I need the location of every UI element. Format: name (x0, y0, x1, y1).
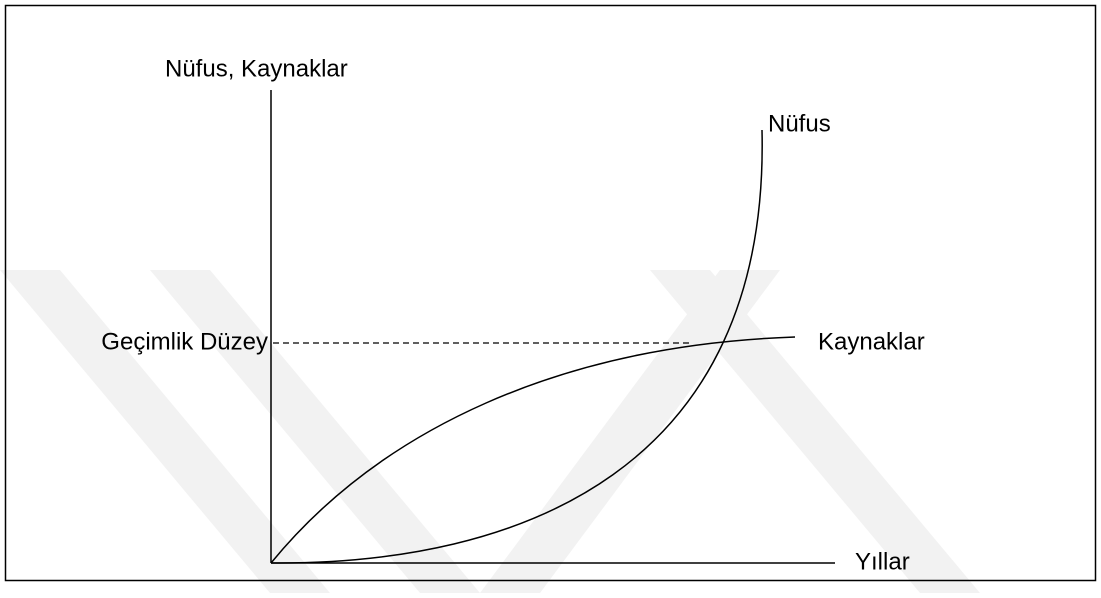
frame (4, 4, 1097, 582)
watermark-shape (650, 270, 980, 593)
population-curve (270, 129, 763, 564)
x-axis-label: Yıllar (855, 548, 910, 575)
level-label: Geçimlik Düzey (101, 328, 268, 355)
watermark-shape (150, 270, 480, 593)
watermark-shape (480, 270, 780, 593)
resources-label: Kaynaklar (818, 328, 925, 355)
watermark (0, 270, 980, 593)
y-axis-label: Nüfus, Kaynaklar (165, 55, 348, 82)
watermark-shape (0, 270, 330, 593)
population-label: Nüfus (768, 110, 831, 137)
resources-curve (270, 336, 796, 564)
